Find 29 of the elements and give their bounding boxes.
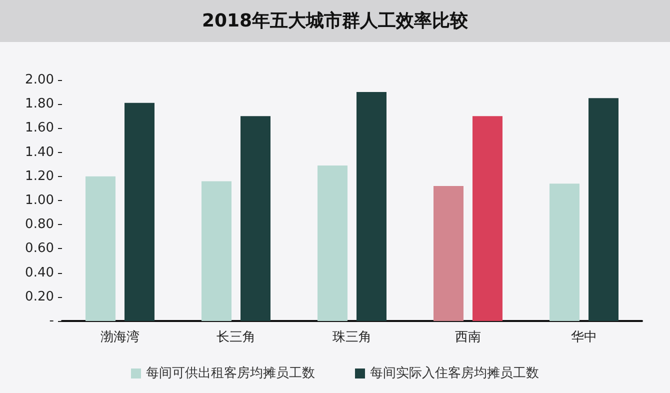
y-tick-label: - <box>49 314 54 328</box>
y-tick-label: 0.60 <box>25 241 54 256</box>
x-tick-label: 珠三角 <box>332 330 372 345</box>
bar <box>124 102 154 321</box>
bar <box>550 184 580 321</box>
chart-title: 2018年五大城市群人工效率比较 <box>202 10 470 32</box>
x-tick-label: 华中 <box>571 330 597 345</box>
y-tick-label: 0.80 <box>25 217 54 232</box>
bar <box>356 92 386 321</box>
y-tick-label: 1.80 <box>25 96 54 112</box>
x-tick-label: 长三角 <box>216 330 256 345</box>
legend-label: 每间实际入住客房均摊员工数 <box>370 365 539 381</box>
legend-label: 每间可供出租客房均摊员工数 <box>146 365 315 381</box>
bar <box>472 116 502 321</box>
bar <box>318 166 348 321</box>
y-tick-label: 0.40 <box>25 265 54 280</box>
y-tick-label: 1.20 <box>25 168 54 184</box>
bar <box>588 98 618 321</box>
x-tick-label: 渤海湾 <box>100 329 140 345</box>
y-tick-label: 1.00 <box>25 193 54 208</box>
y-tick-label: 1.60 <box>25 120 54 136</box>
y-tick-label: 2.00 <box>25 72 54 88</box>
y-tick-label: 0.20 <box>25 289 54 304</box>
bar <box>86 176 116 321</box>
bar <box>434 186 464 321</box>
x-tick-label: 西南 <box>455 330 481 345</box>
bar <box>202 181 232 321</box>
y-tick-label: 1.40 <box>25 144 54 160</box>
bar <box>240 116 270 321</box>
